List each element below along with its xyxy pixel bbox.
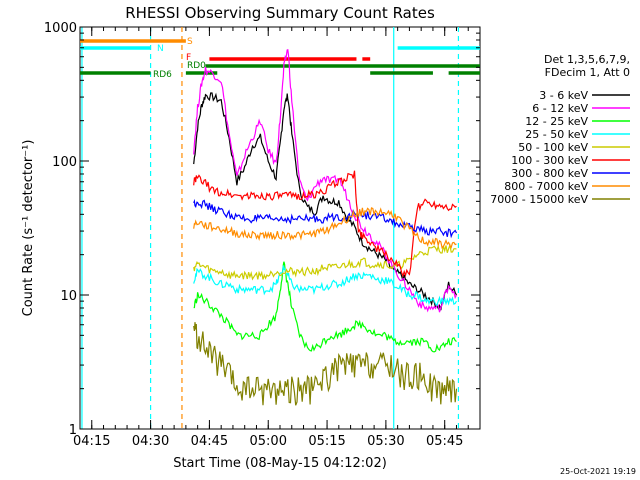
series-line-800-7000-kev xyxy=(193,207,457,250)
timestamp: 25-Oct-2021 19:19 xyxy=(560,467,636,476)
legend-header-0: Det 1,3,5,6,7,9, xyxy=(544,53,630,66)
y-tick-label-10: 10 xyxy=(60,289,77,304)
x-axis-label: Start Time (08-May-15 04:12:02) xyxy=(173,456,387,471)
x-tick-label-1: 04:30 xyxy=(132,434,169,449)
series-line-100-300-kev xyxy=(193,170,457,278)
chart-title: RHESSI Observing Summary Count Rates xyxy=(125,4,435,22)
state-bar-label-rd6: RD6 xyxy=(153,70,172,80)
x-tick-label-6: 05:45 xyxy=(426,434,463,449)
y-tick-label-1: 1 xyxy=(69,423,77,438)
series-line-3-6-kev xyxy=(193,92,458,311)
series-line-12-25-kev xyxy=(193,261,457,353)
legend-label-6: 300 - 800 keV xyxy=(511,167,588,180)
y-tick-label-100: 100 xyxy=(52,155,77,170)
series-line-7000-15000-kev xyxy=(193,322,458,406)
legend-label-2: 12 - 25 keV xyxy=(525,115,588,128)
legend-label-8: 7000 - 15000 keV xyxy=(490,193,588,206)
legend-label-5: 100 - 300 keV xyxy=(511,154,588,167)
vertical-markers xyxy=(81,27,460,429)
data-series xyxy=(193,49,458,406)
series-line-300-800-kev xyxy=(193,198,458,239)
y-axis-label: Count Rate (s⁻¹ detector⁻¹) xyxy=(21,140,36,317)
state-bar-label-f: F xyxy=(186,53,191,63)
series-line-6-12-kev xyxy=(193,49,458,313)
x-tick-label-3: 05:00 xyxy=(250,434,287,449)
legend-label-1: 6 - 12 keV xyxy=(532,102,588,115)
state-bar-label-s: S xyxy=(187,37,193,47)
x-axis: 04:15 04:30 04:45 05:00 05:15 05:30 05:45 xyxy=(73,27,481,449)
series-line-25-50-kev xyxy=(193,265,458,307)
state-bar-label-rd0: RD0 xyxy=(187,61,206,71)
x-tick-label-2: 04:45 xyxy=(191,434,228,449)
legend-label-7: 800 - 7000 keV xyxy=(504,180,588,193)
x-tick-label-4: 05:15 xyxy=(308,434,345,449)
y-axis: 1 10 100 1000 xyxy=(44,21,480,438)
x-tick-label-0: 04:15 xyxy=(73,434,110,449)
y-tick-label-1000: 1000 xyxy=(44,21,77,36)
legend-label-0: 3 - 6 keV xyxy=(539,89,588,102)
legend-label-4: 50 - 100 keV xyxy=(518,141,588,154)
legend-label-3: 25 - 50 keV xyxy=(525,128,588,141)
series-line-50-100-kev xyxy=(193,243,457,281)
legend: Det 1,3,5,6,7,9,FDecim 1, Att 0 3 - 6 keV… xyxy=(490,53,630,206)
state-bar-label-n: N xyxy=(157,44,164,54)
x-tick-label-5: 05:30 xyxy=(367,434,404,449)
legend-header-1: FDecim 1, Att 0 xyxy=(545,66,630,79)
